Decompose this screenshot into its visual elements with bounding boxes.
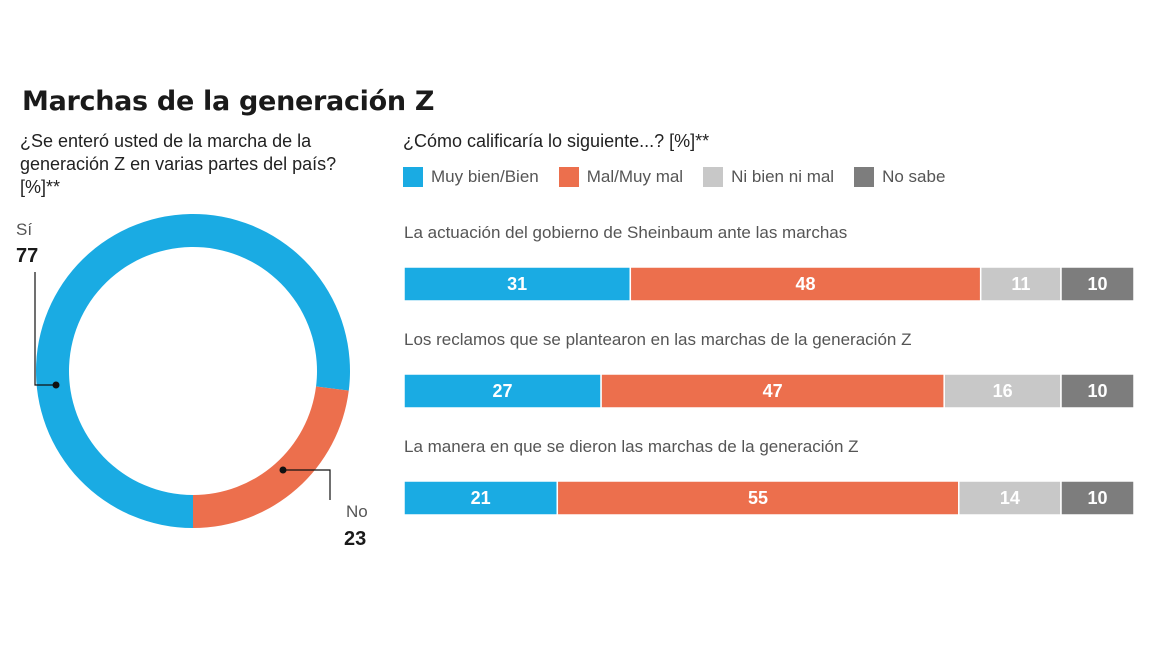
legend-swatch-mal: [558, 167, 579, 187]
donut-label-si: Sí: [16, 220, 32, 239]
row-label-3: La manera en que se dieron las marchas d…: [404, 437, 859, 456]
legend-swatch-muy-bien: [403, 167, 423, 187]
chart-title: Marchas de la generación Z: [22, 86, 435, 117]
legend-item-muy-bien: Muy bien/Bien: [403, 167, 539, 187]
legend-item-mal: Mal/Muy mal: [558, 167, 684, 187]
bar-3-value-3: 14: [1000, 488, 1020, 508]
bar-1-value-2: 48: [795, 274, 815, 294]
leader-line-no: [283, 469, 331, 500]
bar-3-value-2: 55: [748, 488, 768, 508]
donut-slice-no: [193, 386, 349, 528]
legend-item-ni-bien: Ni bien ni mal: [703, 167, 834, 187]
legend-label-ni-bien: Ni bien ni mal: [731, 167, 835, 186]
bar-3-seg-1: [403, 480, 559, 516]
bar-3-value-4: 10: [1087, 488, 1107, 508]
bar-1-seg-1: [403, 266, 632, 302]
donut-value-si: 77: [16, 245, 38, 267]
bars-question: ¿Cómo calificaría lo siguiente...? [%]**: [403, 131, 710, 151]
legend-swatch-no-sabe: [854, 167, 875, 187]
bar-1-value-3: 11: [1011, 274, 1030, 294]
bar-1-value-4: 10: [1087, 274, 1107, 294]
bar-3-seg-4: [1060, 480, 1135, 516]
row-label-1: La actuación del gobierno de Sheinbaum a…: [404, 223, 847, 242]
leader-line-si: [34, 272, 56, 386]
bar-1-seg-2: [629, 266, 982, 302]
legend-label-no-sabe: No sabe: [882, 167, 946, 186]
stacked-bar-chart: La actuación del gobierno de Sheinbaum a…: [403, 223, 1135, 516]
donut-question: ¿Se enteró usted de la marcha de la gene…: [20, 131, 337, 197]
bar-2-value-4: 10: [1087, 381, 1107, 401]
legend: Muy bien/Bien Mal/Muy mal Ni bien ni mal…: [403, 167, 945, 187]
donut-chart: Sí 77 No 23: [16, 213, 368, 550]
row-label-2: Los reclamos que se plantearon en las ma…: [404, 330, 911, 349]
bar-3-seg-2: [556, 480, 960, 516]
bar-1-value-1: 31: [507, 274, 527, 294]
legend-label-mal: Mal/Muy mal: [586, 167, 684, 186]
donut-value-no: 23: [344, 528, 366, 550]
legend-label-muy-bien: Muy bien/Bien: [431, 167, 539, 186]
bar-2-seg-4: [1060, 373, 1135, 409]
bar-1-seg-4: [1060, 266, 1135, 302]
legend-swatch-ni-bien: [703, 167, 724, 187]
bar-2-value-2: 47: [763, 381, 783, 401]
legend-item-no-sabe: No sabe: [854, 167, 945, 187]
bar-2-value-3: 16: [993, 381, 1013, 401]
bar-3-value-1: 21: [471, 488, 491, 508]
donut-label-no: No: [346, 502, 368, 521]
bar-2-value-1: 27: [493, 381, 513, 401]
